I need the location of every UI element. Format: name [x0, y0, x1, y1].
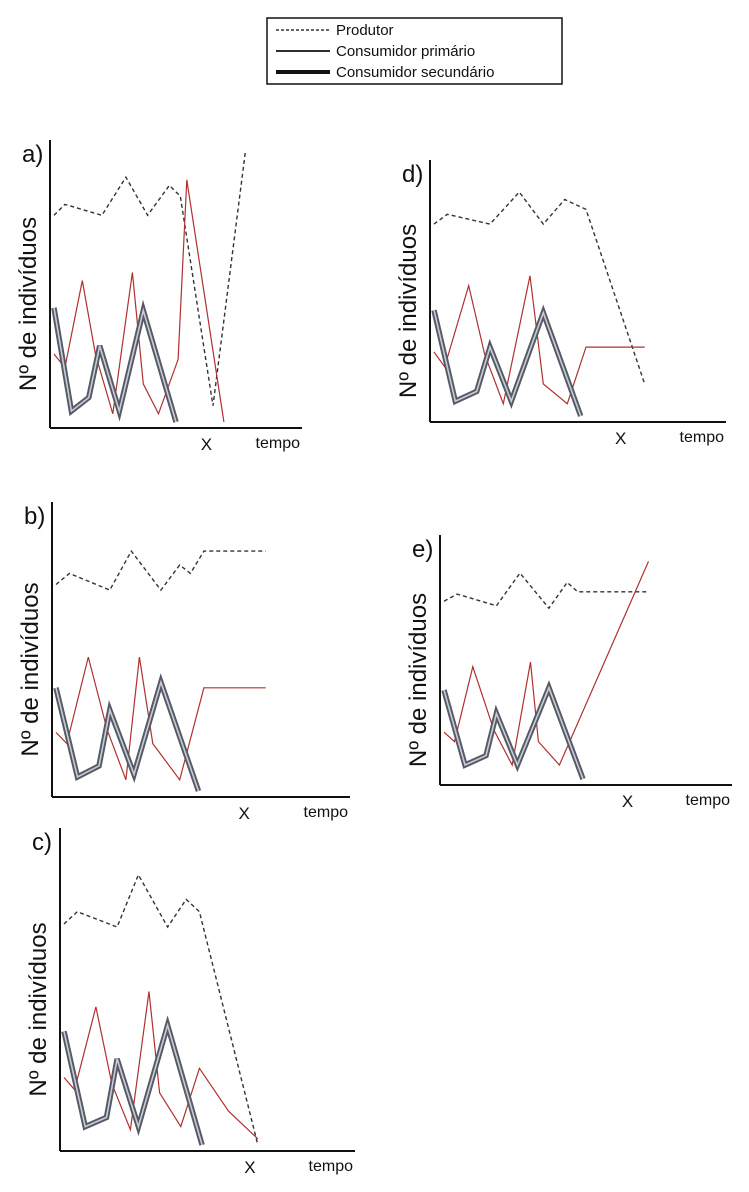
panel-e: e) Nº de indivíduos X tempo: [405, 535, 732, 811]
series-produtor: [63, 873, 259, 1146]
x-marker-label: X: [239, 804, 250, 823]
panel-d: d) Nº de indivíduos X tempo: [395, 160, 726, 448]
x-axis-label: tempo: [256, 435, 301, 452]
panel-label: a): [22, 141, 43, 168]
y-axis-label: Nº de indivíduos: [17, 582, 44, 756]
x-axis-label: tempo: [680, 429, 725, 446]
series-consumidor-prim-rio: [443, 561, 650, 767]
legend-label-consumidor-secundario: Consumidor secundário: [336, 64, 494, 81]
series-consumidor-secund-rio: [53, 673, 202, 792]
x-marker-label: X: [201, 435, 212, 454]
series-consumidor-secund-rio-inner: [53, 307, 177, 423]
x-axis-label: tempo: [309, 1158, 354, 1175]
legend: Produtor Consumidor primário Consumidor …: [266, 17, 563, 85]
series-produtor: [53, 149, 247, 406]
y-axis-label: Nº de indivíduos: [395, 224, 422, 398]
series-consumidor-secund-rio-inner: [63, 1022, 203, 1146]
y-axis-label: Nº de indivíduos: [405, 593, 432, 767]
series-consumidor-secund-rio-inner: [443, 685, 584, 780]
series-consumidor-secund-rio: [431, 304, 584, 417]
legend-label-produtor: Produtor: [336, 22, 394, 39]
legend-label-consumidor-primario: Consumidor primário: [336, 43, 475, 60]
series-consumidor-prim-rio: [53, 179, 225, 423]
x-axis-label: tempo: [304, 804, 349, 821]
series-consumidor-secund-rio: [441, 680, 586, 780]
series-consumidor-prim-rio: [63, 991, 259, 1140]
x-axis-label: tempo: [686, 792, 731, 809]
series-consumidor-secund-rio-outer: [51, 299, 179, 423]
series-produtor: [433, 191, 646, 385]
y-axis-label: Nº de indivíduos: [15, 217, 42, 391]
series-consumidor-secund-rio-inner: [433, 310, 582, 417]
panel-label: e): [412, 536, 433, 563]
series-produtor: [55, 549, 266, 592]
panels: a) Nº de indivíduos X tempo b) Nº de indivídu…: [15, 140, 732, 1177]
panel-label: d): [402, 161, 423, 188]
panel-b: b) Nº de indivíduos X tempo: [17, 502, 350, 823]
series-consumidor-secund-rio: [61, 1015, 205, 1146]
x-marker-label: X: [615, 429, 626, 448]
series-consumidor-prim-rio: [433, 275, 645, 406]
x-marker-label: X: [622, 792, 633, 811]
series-consumidor-prim-rio: [55, 656, 266, 782]
series-consumidor-secund-rio-inner: [55, 679, 200, 792]
x-marker-label: X: [244, 1158, 255, 1177]
series-produtor: [443, 571, 649, 610]
panel-a: a) Nº de indivíduos X tempo: [15, 140, 302, 454]
y-axis-label: Nº de indivíduos: [25, 922, 52, 1096]
panel-c: c) Nº de indivíduos X tempo: [25, 828, 355, 1177]
series-consumidor-secund-rio: [51, 299, 179, 423]
panel-label: c): [32, 829, 52, 856]
panel-label: b): [24, 503, 45, 530]
